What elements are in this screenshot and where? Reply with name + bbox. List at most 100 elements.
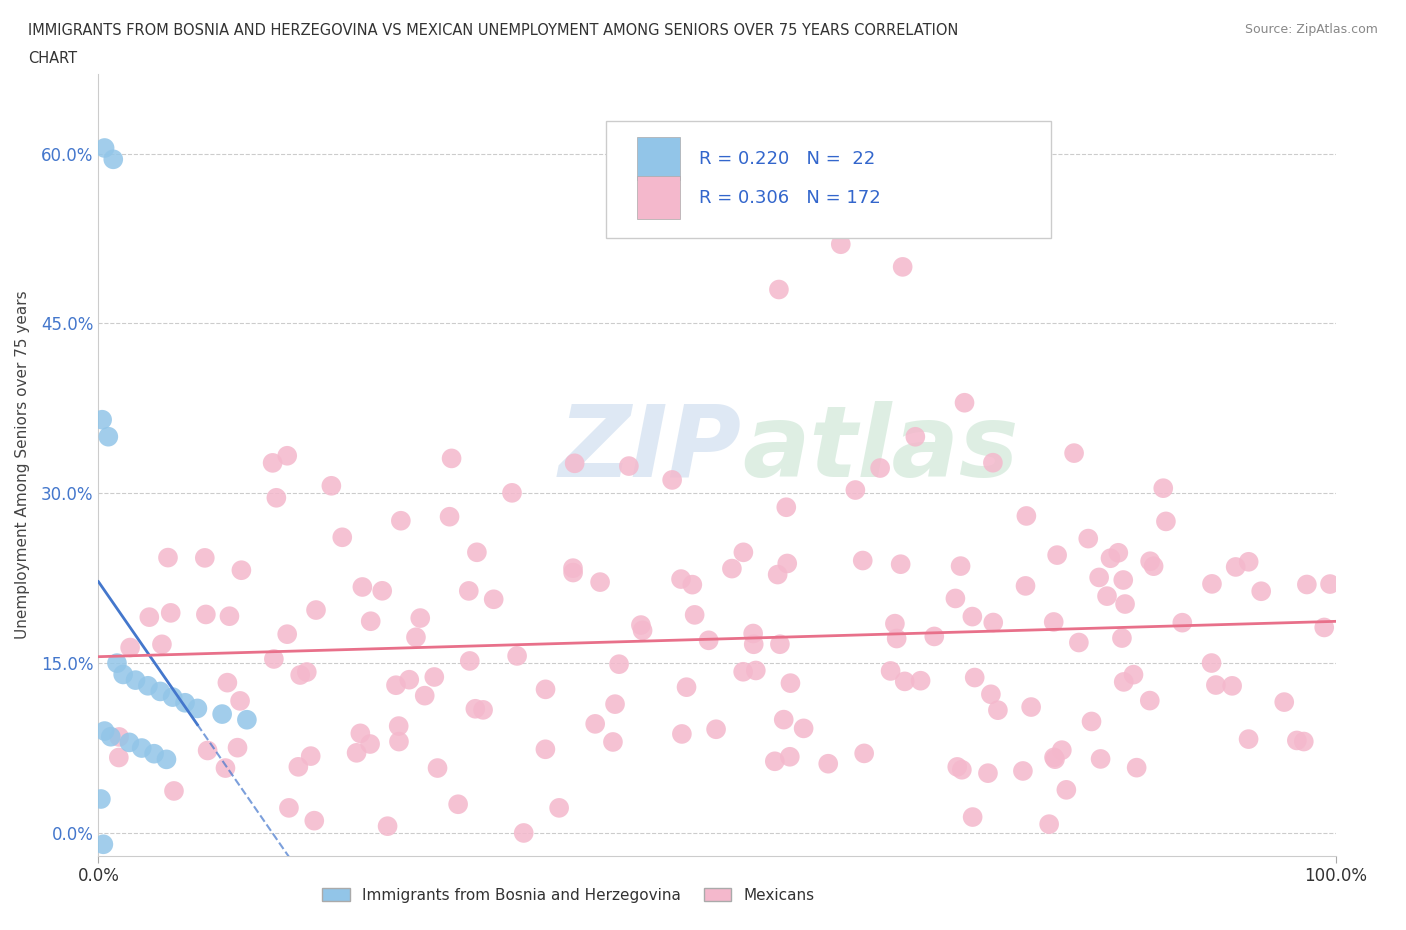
Point — [330, 530, 353, 545]
Point — [1080, 714, 1102, 729]
Point — [704, 722, 727, 737]
Point — [945, 591, 967, 605]
Point — [229, 694, 252, 709]
Point — [1292, 734, 1315, 749]
Point — [103, 152, 125, 166]
Point — [669, 572, 692, 587]
Point — [1205, 678, 1227, 693]
Point — [214, 761, 236, 776]
Point — [263, 652, 285, 667]
Point — [1139, 693, 1161, 708]
Point — [817, 756, 839, 771]
Point — [987, 703, 1010, 718]
Point — [675, 680, 697, 695]
Point — [869, 460, 891, 475]
Point — [1042, 615, 1064, 630]
Point — [295, 665, 318, 680]
Point — [112, 667, 135, 682]
Point — [949, 559, 972, 574]
Text: ZIP: ZIP — [558, 401, 742, 498]
Point — [775, 499, 797, 514]
Point — [763, 754, 786, 769]
Point — [904, 430, 927, 445]
Point — [1319, 577, 1341, 591]
Point — [853, 746, 876, 761]
Point — [893, 674, 915, 689]
Point — [197, 743, 219, 758]
Point — [769, 637, 792, 652]
Point — [236, 712, 259, 727]
Point — [143, 746, 166, 761]
Point — [136, 678, 159, 693]
Point — [1152, 481, 1174, 496]
Point — [389, 513, 412, 528]
Point — [946, 760, 969, 775]
Point — [661, 472, 683, 487]
Point — [1139, 553, 1161, 568]
Point — [852, 553, 875, 568]
Point — [305, 603, 328, 618]
Point — [1220, 678, 1243, 693]
Point — [962, 609, 984, 624]
Point — [548, 801, 571, 816]
Point — [278, 801, 301, 816]
Point — [721, 561, 744, 576]
Point — [105, 656, 128, 671]
Point — [138, 610, 160, 625]
Point — [910, 673, 932, 688]
FancyBboxPatch shape — [637, 176, 681, 219]
Point — [287, 760, 309, 775]
Point — [506, 648, 529, 663]
Point — [156, 551, 179, 565]
Point — [883, 617, 905, 631]
Point — [124, 672, 146, 687]
Point — [603, 697, 626, 711]
Point — [159, 605, 181, 620]
Point — [186, 701, 208, 716]
Point — [1090, 751, 1112, 766]
Point — [742, 637, 765, 652]
Point — [1237, 554, 1260, 569]
Point — [977, 765, 1000, 780]
Point — [359, 737, 381, 751]
Point — [423, 670, 446, 684]
Point — [962, 810, 984, 825]
Point — [1142, 559, 1164, 574]
Point — [683, 607, 706, 622]
Point — [97, 430, 120, 445]
Point — [1077, 531, 1099, 546]
Point — [1154, 514, 1177, 529]
Point — [155, 752, 177, 767]
Point — [681, 578, 703, 592]
Point — [174, 696, 197, 711]
Point — [630, 618, 652, 632]
Point — [1111, 631, 1133, 645]
Point — [388, 719, 411, 734]
Point — [377, 818, 399, 833]
Point — [1125, 760, 1147, 775]
Point — [352, 579, 374, 594]
Point — [779, 676, 801, 691]
Point — [440, 451, 463, 466]
Point — [413, 688, 436, 703]
Point — [879, 663, 901, 678]
Point — [1019, 699, 1042, 714]
Point — [217, 675, 239, 690]
Point — [388, 734, 411, 749]
Point — [733, 545, 755, 560]
Point — [304, 813, 326, 828]
Point — [1099, 551, 1122, 565]
Text: R = 0.220   N =  22: R = 0.220 N = 22 — [699, 150, 875, 167]
Legend: Immigrants from Bosnia and Herzegovina, Mexicans: Immigrants from Bosnia and Herzegovina, … — [322, 887, 814, 903]
Point — [772, 712, 794, 727]
Point — [1112, 573, 1135, 588]
Point — [371, 583, 394, 598]
Point — [891, 259, 914, 274]
Point — [766, 567, 789, 582]
Point — [1250, 584, 1272, 599]
Point — [1201, 656, 1223, 671]
Point — [118, 735, 141, 750]
Point — [534, 682, 557, 697]
Point — [697, 633, 720, 648]
Point — [93, 140, 115, 155]
